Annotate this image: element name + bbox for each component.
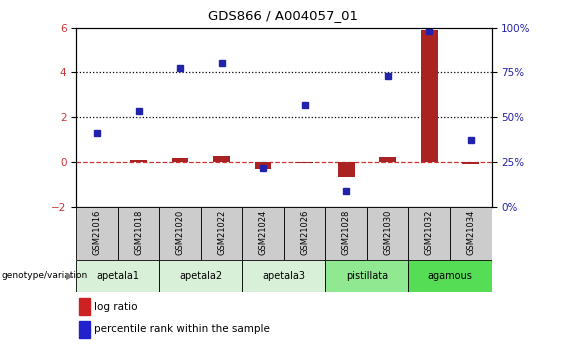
Bar	[76, 207, 118, 260]
Text: GSM21018: GSM21018	[134, 210, 143, 255]
Bar	[76, 260, 159, 292]
Bar	[338, 162, 354, 177]
Text: GSM21032: GSM21032	[425, 210, 434, 255]
Bar	[380, 157, 396, 162]
Bar	[79, 321, 90, 337]
Text: GSM21020: GSM21020	[176, 210, 185, 255]
Text: percentile rank within the sample: percentile rank within the sample	[94, 324, 270, 334]
Bar	[159, 207, 201, 260]
Text: apetala2: apetala2	[179, 271, 223, 281]
Text: apetala1: apetala1	[96, 271, 140, 281]
Bar	[242, 207, 284, 260]
Bar	[201, 207, 242, 260]
Bar	[172, 158, 188, 162]
Text: log ratio: log ratio	[94, 302, 137, 312]
Text: GSM21028: GSM21028	[342, 210, 351, 255]
Text: agamous: agamous	[428, 271, 472, 281]
Bar	[118, 207, 159, 260]
Text: GSM21034: GSM21034	[466, 210, 475, 255]
Bar	[159, 260, 242, 292]
Bar	[450, 207, 492, 260]
Text: apetala3: apetala3	[262, 271, 306, 281]
Text: GSM21026: GSM21026	[300, 210, 309, 255]
Text: GDS866 / A004057_01: GDS866 / A004057_01	[207, 9, 358, 22]
Bar	[79, 298, 90, 315]
Bar	[297, 162, 313, 163]
Bar	[421, 30, 437, 162]
Bar	[255, 162, 271, 169]
Bar	[214, 156, 230, 162]
Text: GSM21022: GSM21022	[217, 210, 226, 255]
Text: ▶: ▶	[66, 271, 73, 281]
Bar	[463, 162, 479, 164]
Text: pistillata: pistillata	[346, 271, 388, 281]
Text: genotype/variation: genotype/variation	[2, 272, 88, 280]
Text: GSM21016: GSM21016	[93, 210, 102, 255]
Bar	[408, 260, 492, 292]
Bar	[284, 207, 325, 260]
Text: GSM21024: GSM21024	[259, 210, 268, 255]
Bar	[242, 260, 325, 292]
Text: GSM21030: GSM21030	[383, 210, 392, 255]
Bar	[408, 207, 450, 260]
Bar	[325, 207, 367, 260]
Bar	[367, 207, 408, 260]
Bar	[131, 160, 147, 162]
Bar	[325, 260, 408, 292]
